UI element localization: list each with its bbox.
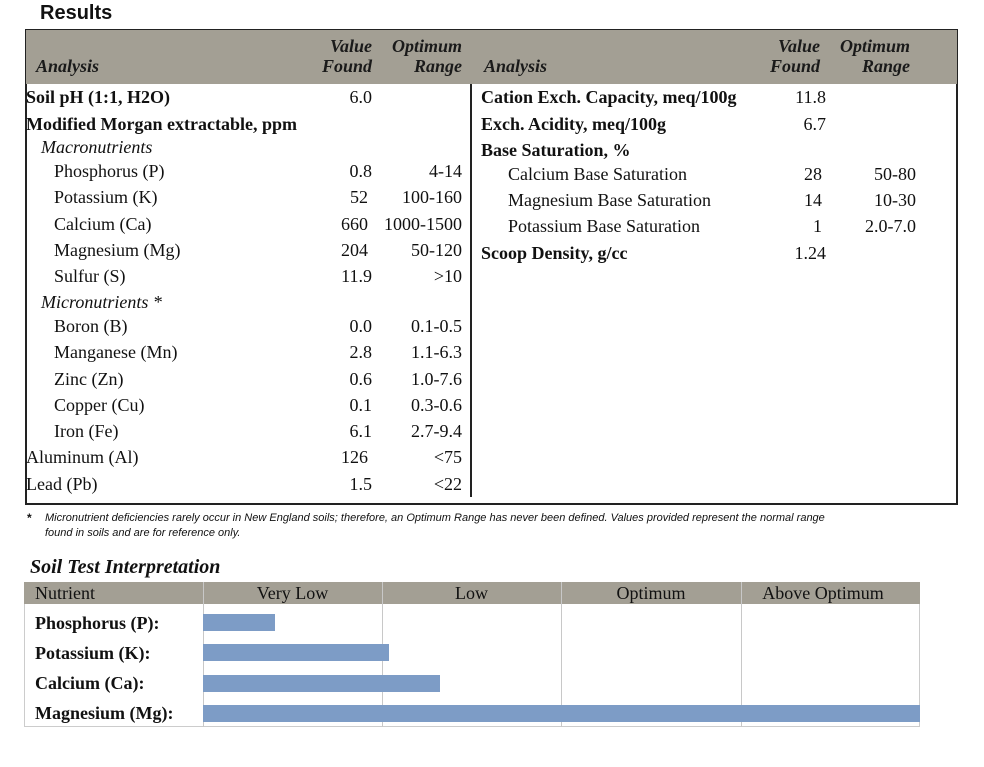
row-sulfur-value: 11.9 [341,266,372,286]
row-zinc-range: 1.0-7.6 [411,369,462,389]
row-manganese-range: 1.1-6.3 [411,342,462,362]
interp-label-potassium: Potassium (K): [35,643,151,663]
grid-line-4 [741,582,742,727]
header-value-right-1: Value [777,36,820,56]
row-cec-value: 11.8 [795,87,826,107]
row-boron-value: 0.0 [349,316,373,336]
row-manganese-label: Manganese (Mn) [54,342,178,362]
row-cec-label: Cation Exch. Capacity, meq/100g [481,87,737,107]
footnote-marker: * [27,511,32,525]
interp-label-phosphorus: Phosphorus (P): [35,613,160,633]
row-copper-range: 0.3-0.6 [411,395,462,415]
row-calcium-range: 1000-1500 [384,214,462,234]
row-micronutrients-label: Micronutrients * [41,292,162,312]
row-calcium-value: 660 [341,214,368,234]
row-lead-range: <22 [433,474,462,494]
row-mg-base-sat-label: Magnesium Base Saturation [508,190,711,210]
header-optimum-left-1: Optimum [391,36,462,56]
row-boron-label: Boron (B) [54,316,128,336]
interp-header-optimum: Optimum [616,583,686,603]
column-divider [470,84,472,497]
interp-label-magnesium: Magnesium (Mg): [35,703,174,723]
row-copper-label: Copper (Cu) [54,395,145,415]
row-magnesium-value: 204 [341,240,368,260]
results-title: Results [40,2,113,24]
row-copper-value: 0.1 [349,395,373,415]
footnote-line-2: found in soils and are for reference onl… [45,527,241,539]
header-value-right-2: Found [769,56,820,76]
row-phosphorus-value: 0.8 [349,161,373,181]
row-manganese-value: 2.8 [349,342,373,362]
row-mg-base-sat-value: 14 [804,190,822,210]
row-potassium-label: Potassium (K) [54,187,158,207]
interpretation-grid [24,604,920,727]
row-phosphorus-label: Phosphorus (P) [54,161,165,181]
row-potassium-value: 52 [350,187,368,207]
interp-header-low: Low [455,583,488,603]
row-ca-base-sat-label: Calcium Base Saturation [508,164,687,184]
interpretation-title: Soil Test Interpretation [30,556,221,578]
grid-line-3 [561,582,562,727]
row-ca-base-sat-value: 28 [804,164,822,184]
row-modified-morgan-label: Modified Morgan extractable, ppm [26,114,297,134]
row-k-base-sat-range: 2.0-7.0 [865,216,916,236]
header-optimum-right-1: Optimum [839,36,910,56]
row-k-base-sat-label: Potassium Base Saturation [508,216,700,236]
row-mg-base-sat-range: 10-30 [874,190,916,210]
row-calcium-label: Calcium (Ca) [54,214,152,234]
row-base-saturation-label: Base Saturation, % [481,140,631,160]
row-iron-value: 6.1 [349,421,373,441]
footnote-line-1: Micronutrient deficiencies rarely occur … [45,512,825,524]
row-aluminum-value: 126 [341,447,368,467]
row-zinc-label: Zinc (Zn) [54,369,124,389]
interp-header-nutrient: Nutrient [35,583,95,603]
row-sulfur-range: >10 [433,266,462,286]
header-value-left-1: Value [329,36,372,56]
interp-header-very-low: Very Low [256,583,329,603]
row-lead-label: Lead (Pb) [26,474,98,494]
row-k-base-sat-value: 1 [813,216,822,236]
row-scoop-density-value: 1.24 [794,243,827,263]
header-analysis-right: Analysis [484,56,548,76]
row-soil-ph-label: Soil pH (1:1, H2O) [26,87,171,107]
row-exch-acidity-label: Exch. Acidity, meq/100g [481,114,667,134]
interp-label-calcium: Calcium (Ca): [35,673,145,693]
row-aluminum-range: <75 [433,447,462,467]
interpretation-header-bar [24,582,920,604]
header-analysis-left: Analysis [36,56,100,76]
header-value-left-2: Found [321,56,372,76]
header-optimum-left-2: Range [413,56,462,76]
row-boron-range: 0.1-0.5 [411,316,462,336]
row-lead-value: 1.5 [349,474,373,494]
results-table-header [26,30,957,84]
row-magnesium-label: Magnesium (Mg) [54,240,181,260]
row-iron-range: 2.7-9.4 [411,421,462,441]
interp-bar-calcium [203,675,440,692]
interp-bar-potassium [203,644,389,661]
header-optimum-right-2: Range [861,56,910,76]
row-iron-label: Iron (Fe) [54,421,119,441]
row-soil-ph-value: 6.0 [349,87,373,107]
row-ca-base-sat-range: 50-80 [874,164,916,184]
row-exch-acidity-value: 6.7 [803,114,827,134]
row-aluminum-label: Aluminum (Al) [26,447,139,467]
row-scoop-density-label: Scoop Density, g/cc [481,243,628,263]
row-macronutrients-label: Macronutrients [41,137,153,157]
interp-bar-phosphorus [203,614,275,631]
interp-bar-magnesium [203,705,920,722]
interp-header-above-optimum: Above Optimum [762,583,884,603]
row-phosphorus-range: 4-14 [429,161,462,181]
row-magnesium-range: 50-120 [411,240,462,260]
row-zinc-value: 0.6 [349,369,373,389]
row-potassium-range: 100-160 [402,187,462,207]
row-sulfur-label: Sulfur (S) [54,266,126,286]
